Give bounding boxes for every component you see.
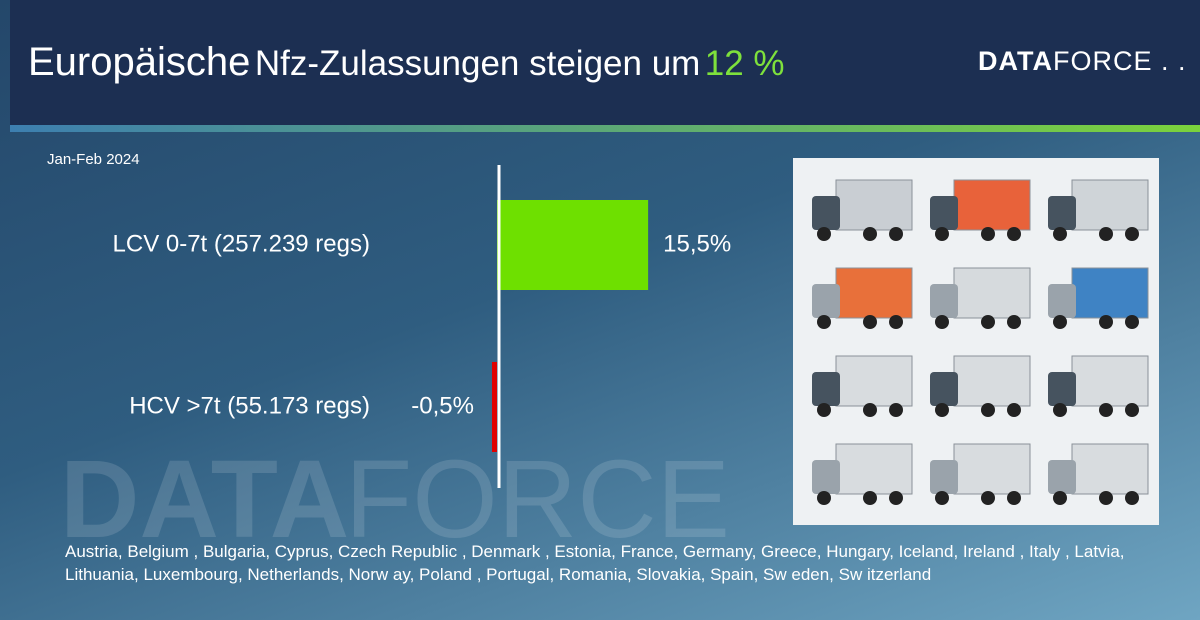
truck-cab <box>930 372 958 406</box>
category-label: HCV >7t (55.173 regs) <box>129 392 370 419</box>
truck-wheel <box>889 491 903 505</box>
truck-wheel <box>981 491 995 505</box>
truck-wheel <box>981 315 995 329</box>
truck-wheel <box>1125 315 1139 329</box>
truck-box <box>1071 267 1149 319</box>
truck-wheel <box>863 227 877 241</box>
header-strip <box>10 125 1200 132</box>
truck-wheel <box>889 227 903 241</box>
truck-box <box>953 267 1031 319</box>
truck-wheel <box>1099 227 1113 241</box>
truck-wheel <box>981 403 995 417</box>
truck-box <box>835 355 913 407</box>
title-highlight: 12 % <box>704 44 785 83</box>
truck-wheel <box>1125 491 1139 505</box>
truck-box <box>835 179 913 231</box>
truck-wheel <box>817 403 831 417</box>
truck-cab <box>1048 284 1076 318</box>
logo: DATAFORCE . . <box>978 46 1187 77</box>
logo-dots: . . <box>1152 46 1187 76</box>
truck-wheel <box>981 227 995 241</box>
truck-cab <box>812 372 840 406</box>
value-label: -0,5% <box>411 392 474 419</box>
truck-box <box>1071 179 1149 231</box>
truck-wheel <box>1053 403 1067 417</box>
truck-cab <box>1048 460 1076 494</box>
truck-wheel <box>1007 227 1021 241</box>
country-list: Austria, Belgium , Bulgaria, Cyprus, Cze… <box>65 542 1125 584</box>
truck-wheel <box>817 227 831 241</box>
truck-cab <box>1048 372 1076 406</box>
truck-wheel <box>1007 315 1021 329</box>
truck-wheel <box>1125 403 1139 417</box>
value-label: 15,5% <box>663 230 731 257</box>
header <box>10 0 1200 125</box>
truck-wheel <box>863 315 877 329</box>
truck-photo <box>793 158 1159 525</box>
truck-cab <box>930 460 958 494</box>
truck-wheel <box>1053 315 1067 329</box>
truck-cab <box>930 196 958 230</box>
title: Europäische Nfz-Zulassungen steigen um 1… <box>28 40 785 85</box>
truck-wheel <box>889 403 903 417</box>
truck-wheel <box>1053 227 1067 241</box>
truck-cab <box>812 460 840 494</box>
truck-wheel <box>935 227 949 241</box>
truck-cab <box>930 284 958 318</box>
watermark: DATA <box>60 438 349 561</box>
truck-box <box>1071 355 1149 407</box>
truck-wheel <box>935 491 949 505</box>
truck-box <box>835 267 913 319</box>
truck-cab <box>1048 196 1076 230</box>
truck-wheel <box>1099 315 1113 329</box>
truck-box <box>953 443 1031 495</box>
title-part: Nfz-Zulassungen steigen um <box>254 44 701 83</box>
truck-wheel <box>935 315 949 329</box>
truck-wheel <box>1053 491 1067 505</box>
truck-wheel <box>889 315 903 329</box>
truck-wheel <box>1007 403 1021 417</box>
truck-box <box>953 179 1031 231</box>
truck-wheel <box>817 491 831 505</box>
subtitle: Jan-Feb 2024 <box>47 151 140 168</box>
truck-wheel <box>817 315 831 329</box>
bar <box>492 362 497 452</box>
truck-box <box>1071 443 1149 495</box>
category-label: LCV 0-7t (257.239 regs) <box>113 230 370 257</box>
truck-wheel <box>1007 491 1021 505</box>
title-part: Europäische <box>28 40 251 84</box>
bar <box>497 200 649 290</box>
truck-wheel <box>1099 491 1113 505</box>
logo-part: FORCE <box>1052 46 1153 76</box>
truck-wheel <box>1125 227 1139 241</box>
logo-part: DATA <box>978 46 1053 76</box>
truck-box <box>835 443 913 495</box>
truck-cab <box>812 196 840 230</box>
truck-wheel <box>1099 403 1113 417</box>
truck-cab <box>812 284 840 318</box>
truck-wheel <box>935 403 949 417</box>
watermark: FORCE <box>345 438 730 561</box>
truck-wheel <box>863 491 877 505</box>
truck-wheel <box>863 403 877 417</box>
truck-box <box>953 355 1031 407</box>
